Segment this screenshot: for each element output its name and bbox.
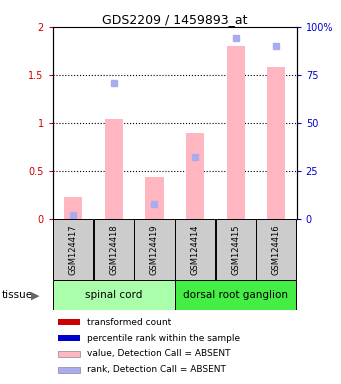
Bar	[186, 133, 204, 220]
Text: transformed count: transformed count	[87, 318, 171, 327]
Text: GSM124414: GSM124414	[191, 225, 199, 275]
Bar	[53, 280, 175, 310]
Bar	[175, 220, 215, 280]
Text: tissue: tissue	[2, 290, 33, 300]
Text: dorsal root ganglion: dorsal root ganglion	[183, 290, 288, 300]
Bar	[145, 177, 164, 220]
Bar	[175, 280, 296, 310]
Text: percentile rank within the sample: percentile rank within the sample	[87, 334, 240, 343]
Title: GDS2209 / 1459893_at: GDS2209 / 1459893_at	[102, 13, 248, 26]
Text: GSM124419: GSM124419	[150, 225, 159, 275]
Text: spinal cord: spinal cord	[85, 290, 143, 300]
Bar	[94, 220, 134, 280]
Bar	[58, 367, 80, 373]
Bar	[64, 197, 82, 220]
Bar	[58, 351, 80, 357]
Bar	[256, 220, 296, 280]
Bar	[105, 119, 123, 220]
Text: rank, Detection Call = ABSENT: rank, Detection Call = ABSENT	[87, 365, 226, 374]
Bar	[134, 220, 175, 280]
Bar	[267, 67, 285, 220]
Bar	[216, 220, 256, 280]
Bar	[58, 319, 80, 325]
Bar	[53, 220, 93, 280]
Text: GSM124415: GSM124415	[231, 225, 240, 275]
Text: GSM124418: GSM124418	[109, 224, 118, 275]
Text: ▶: ▶	[31, 290, 39, 300]
Text: GSM124416: GSM124416	[272, 224, 281, 275]
Text: value, Detection Call = ABSENT: value, Detection Call = ABSENT	[87, 349, 231, 358]
Text: GSM124417: GSM124417	[69, 224, 78, 275]
Bar	[58, 335, 80, 341]
Bar	[226, 46, 245, 220]
